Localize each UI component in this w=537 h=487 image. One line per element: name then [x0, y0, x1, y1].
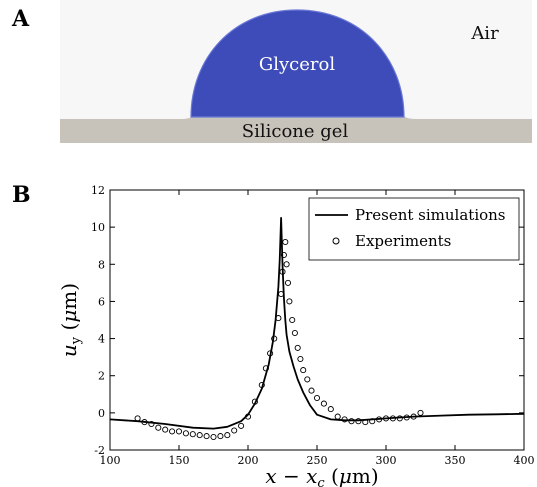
experiment-point: [169, 428, 176, 435]
experiment-point: [369, 418, 376, 425]
experiment-point: [280, 251, 287, 259]
experiment-point: [417, 409, 424, 416]
y-tick-label: 12: [91, 184, 105, 197]
experiment-point: [320, 400, 327, 407]
experiment-point: [341, 416, 348, 423]
experiment-point: [271, 335, 278, 342]
experiment-point: [175, 428, 183, 435]
experiment-point: [244, 413, 252, 420]
experiment-point: [238, 422, 245, 429]
experiment-point: [376, 416, 383, 423]
x-tick-label: 400: [514, 454, 535, 467]
experiment-point: [355, 418, 362, 425]
displacement-chart: -2 0 2 4 6 8 10 12 100 150 200 250 300 350 400 Presen…: [57, 184, 535, 487]
experiment-point: [286, 298, 293, 305]
experiment-point: [155, 424, 162, 431]
y-axis-label: uy (μm): [57, 283, 84, 357]
experiment-point: [410, 413, 417, 420]
legend-label-experiments: Experiments: [355, 232, 451, 250]
panel-a-illustration: Glycerol Air Silicone gel: [60, 0, 532, 143]
experiment-point: [297, 355, 304, 363]
experiment-point: [141, 419, 148, 426]
x-tick-label: 300: [376, 454, 397, 467]
x-tick-label: 100: [100, 454, 121, 467]
y-axis-ticks: -2 0 2 4 6 8 10 12: [91, 184, 524, 457]
experiment-point: [267, 350, 274, 357]
panel-b-label: B: [12, 182, 31, 208]
glycerol-drop: [190, 9, 405, 118]
x-tick-label: 350: [445, 454, 466, 467]
experiment-point: [300, 367, 307, 374]
experiment-point: [196, 432, 203, 439]
y-tick-label: 0: [98, 407, 105, 420]
experiment-point: [291, 329, 298, 337]
silicone-gel-label: Silicone gel: [242, 121, 349, 142]
experiment-point: [231, 427, 238, 434]
experiment-point: [304, 376, 311, 383]
y-tick-label: 6: [98, 295, 105, 308]
experiment-point: [327, 406, 334, 413]
experiment-point: [282, 238, 289, 246]
x-axis-label: x − xc (μm): [265, 464, 378, 487]
experiment-point: [262, 365, 269, 372]
experiment-point: [210, 433, 217, 441]
experiment-point: [134, 415, 141, 422]
experiment-point: [396, 415, 403, 422]
legend-box: [308, 197, 520, 261]
y-tick-label: 2: [98, 370, 105, 383]
experiment-point: [275, 315, 282, 322]
experiment-point: [162, 426, 169, 433]
legend: Present simulations Experiments: [308, 197, 520, 261]
legend-label-simulations: Present simulations: [355, 206, 506, 224]
experiment-point: [362, 419, 369, 426]
experiment-point: [182, 430, 189, 437]
experiment-point: [289, 316, 296, 324]
experiment-point: [283, 261, 290, 268]
glycerol-label: Glycerol: [259, 54, 335, 75]
experiment-point: [203, 433, 210, 440]
silicone-gel-substrate: [60, 116, 532, 143]
experiment-point: [284, 279, 292, 286]
experiment-point: [279, 268, 286, 275]
experiment-point: [389, 415, 396, 422]
experiment-point: [258, 381, 265, 389]
experiment-point: [308, 387, 315, 394]
experiment-point: [403, 414, 410, 421]
x-tick-label: 150: [169, 454, 190, 467]
experiment-point: [348, 418, 355, 425]
experiment-point: [251, 398, 258, 405]
air-label: Air: [470, 23, 499, 44]
y-tick-label: 10: [91, 221, 105, 234]
x-tick-label: 200: [238, 454, 259, 467]
experiment-point: [294, 344, 301, 351]
y-tick-label: 8: [98, 258, 105, 271]
experiment-point: [217, 433, 224, 440]
experiment-point: [278, 290, 285, 298]
y-tick-label: -2: [94, 444, 105, 457]
panel-a-label: A: [12, 6, 30, 32]
experiment-point: [382, 415, 390, 422]
experiment-point: [334, 413, 341, 420]
legend-marker-experiments: [332, 237, 340, 245]
series-layer: [109, 217, 525, 441]
experiment-point: [148, 420, 155, 428]
x-tick-label: 250: [307, 454, 328, 467]
experiment-point: [189, 431, 196, 438]
x-axis-ticks: 100 150 200 250 300 350 400: [100, 190, 535, 467]
experiment-point: [224, 432, 231, 439]
y-tick-label: 4: [98, 333, 105, 346]
experiment-point: [313, 394, 321, 402]
